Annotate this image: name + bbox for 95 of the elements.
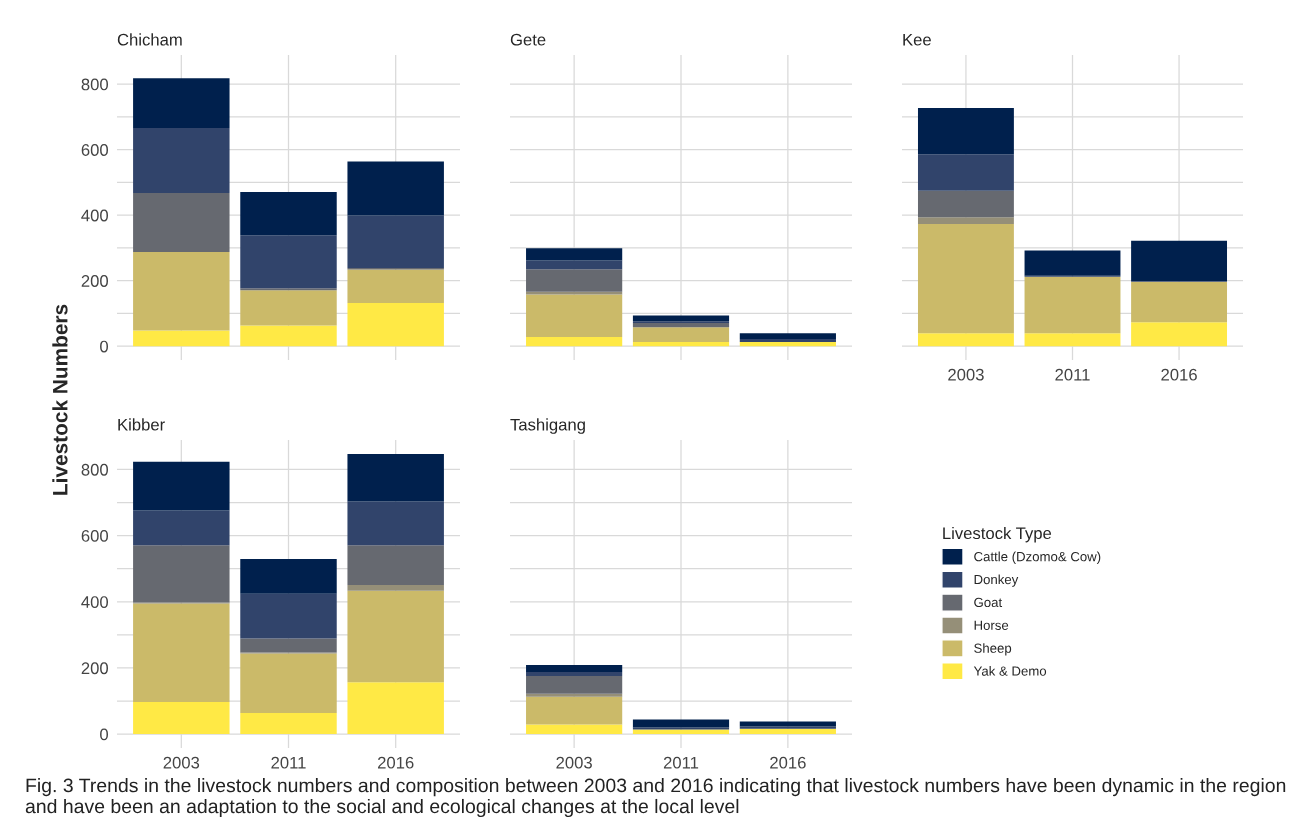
bar — [526, 696, 623, 725]
bar — [347, 584, 444, 591]
bar — [1131, 281, 1228, 323]
bar — [739, 728, 836, 735]
x-tick-label: 2003 — [556, 756, 592, 769]
bar — [632, 322, 730, 328]
bar — [240, 290, 337, 326]
bar — [347, 269, 444, 303]
x-tick-label: 2016 — [770, 756, 806, 769]
bar — [347, 453, 444, 502]
bar — [133, 510, 230, 546]
bar — [133, 603, 230, 703]
bar — [240, 653, 337, 713]
bar — [133, 545, 230, 603]
bar — [240, 559, 337, 594]
bar — [917, 333, 1014, 347]
bar — [917, 217, 1014, 225]
bar — [526, 337, 623, 347]
bar — [240, 638, 337, 653]
legend-label: Sheep — [974, 643, 1012, 656]
chart-title: Kibber — [118, 418, 165, 431]
bar — [133, 461, 230, 511]
bar — [917, 190, 1014, 218]
bar — [632, 341, 730, 347]
bar — [1024, 276, 1121, 334]
y-tick-label: 200 — [81, 662, 109, 675]
bar — [917, 108, 1014, 155]
x-tick-label: 2003 — [163, 756, 200, 769]
chart-title: Tashigang — [510, 418, 585, 434]
bar — [1131, 322, 1228, 347]
legend-label: Horse — [974, 620, 1009, 630]
bar — [526, 260, 623, 270]
legend-label: Goat — [974, 597, 1003, 608]
x-tick-label: 2003 — [948, 368, 984, 381]
bar — [133, 78, 230, 129]
caption: Fig. 3 Trends in the livestock numbers and composition between 2003 and 2016 indicating that livestock numbers have been dynamic in the region and have been an adaptation to the social and ecological changes at the local level — [25, 778, 1286, 818]
bar — [526, 294, 623, 338]
x-tick-label: 2016 — [377, 756, 414, 769]
bar — [240, 593, 337, 639]
bar — [240, 712, 337, 735]
x-tick-label: 2011 — [271, 756, 306, 769]
bar — [347, 590, 444, 683]
y-tick-label: 600 — [81, 144, 109, 156]
bar — [133, 251, 230, 331]
bar — [347, 682, 444, 735]
legend-label: Donkey — [974, 574, 1019, 587]
y-tick-label: 0 — [100, 728, 109, 741]
x-tick-label: 2011 — [1055, 368, 1090, 381]
chart-title: Chicham — [117, 33, 182, 46]
x-tick-label: 2016 — [1161, 368, 1197, 381]
bar — [133, 128, 230, 193]
bar — [240, 191, 337, 236]
bar — [1024, 250, 1121, 276]
y-tick-label: 800 — [81, 78, 109, 91]
y-tick-label: 400 — [81, 209, 109, 222]
y-tick-label: 0 — [100, 340, 109, 353]
bar — [526, 675, 623, 694]
bar — [240, 235, 337, 289]
legend-label: Cattle (Dzomo& Cow) — [974, 551, 1101, 564]
chart-title: Kee — [903, 33, 931, 46]
y-tick-label: 600 — [81, 530, 109, 542]
bar — [526, 724, 623, 735]
bar — [347, 303, 444, 347]
bar — [526, 269, 623, 292]
bar — [347, 215, 444, 268]
bar — [133, 330, 230, 347]
bar — [917, 154, 1014, 191]
bar — [240, 325, 337, 347]
bar — [1024, 333, 1121, 347]
bar — [526, 693, 623, 697]
bar — [347, 501, 444, 546]
legend-title: Livestock Type — [943, 526, 1052, 543]
bar — [632, 729, 730, 735]
y-tick-label: 400 — [81, 596, 109, 608]
bar — [632, 315, 730, 322]
bar — [739, 341, 836, 347]
bar — [133, 702, 230, 735]
bar — [739, 339, 836, 342]
bar — [1131, 240, 1228, 282]
bar — [526, 248, 623, 261]
y-tick-label: 200 — [81, 275, 109, 287]
bar — [133, 192, 230, 252]
x-tick-label: 2011 — [663, 756, 699, 769]
bar — [739, 333, 836, 340]
bar — [526, 664, 623, 672]
y-axis-title: Livestock Numbers — [52, 304, 68, 495]
bar — [347, 545, 444, 585]
bar — [632, 327, 730, 342]
legend-label: Yak & Demo — [973, 666, 1047, 676]
bar — [917, 224, 1014, 334]
y-tick-label: 800 — [81, 463, 109, 476]
chart-title: Gete — [510, 33, 546, 46]
bar — [739, 726, 836, 729]
bar — [526, 671, 623, 676]
bar — [347, 161, 444, 216]
